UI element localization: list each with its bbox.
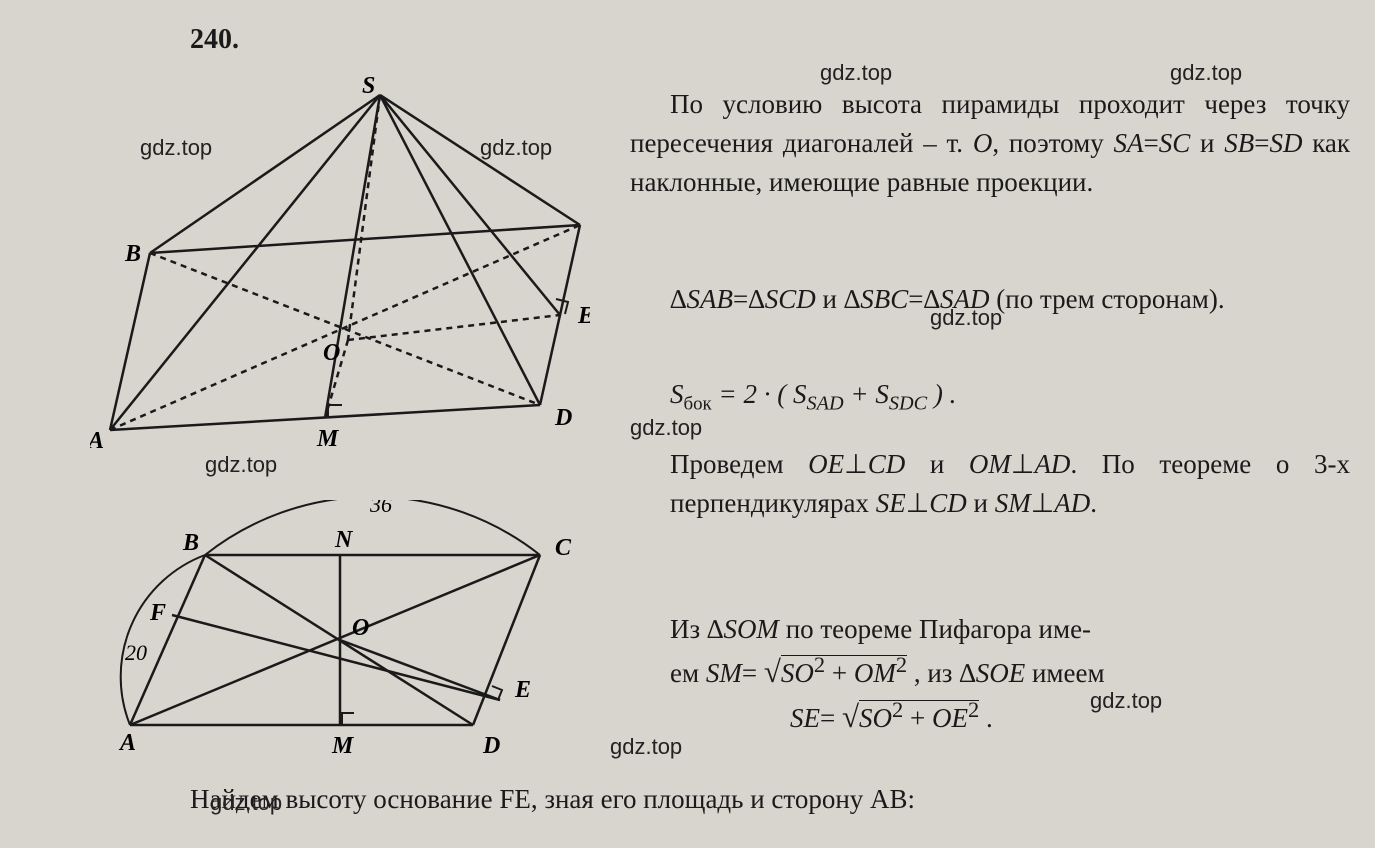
svg-text:F: F bbox=[149, 600, 166, 626]
svg-text:E: E bbox=[514, 677, 531, 703]
watermark: gdz.top bbox=[1170, 60, 1242, 86]
svg-text:E: E bbox=[577, 303, 590, 329]
svg-text:S: S bbox=[362, 75, 375, 99]
watermark: gdz.top bbox=[205, 452, 277, 478]
watermark: gdz.top bbox=[140, 135, 212, 161]
svg-text:B: B bbox=[182, 530, 199, 556]
svg-text:20: 20 bbox=[125, 640, 147, 665]
watermark: gdz.top bbox=[930, 305, 1002, 331]
watermark: gdz.top bbox=[610, 734, 682, 760]
watermark: gdz.top bbox=[630, 415, 702, 441]
svg-text:D: D bbox=[482, 733, 500, 759]
paragraph-4: Проведем OE⊥CD и OM⊥AD. По теореме о 3-х… bbox=[670, 445, 1350, 523]
paragraph-1: По условию высота пирамиды проходит чере… bbox=[630, 85, 1350, 202]
svg-text:D: D bbox=[554, 405, 572, 431]
svg-text:N: N bbox=[334, 527, 354, 553]
formula-lateral-area: Sбок = 2 · ( SSAD + SSDC ) . bbox=[670, 375, 1350, 419]
problem-number: 240. bbox=[190, 24, 239, 56]
watermark: gdz.top bbox=[820, 60, 892, 86]
svg-text:C: C bbox=[555, 535, 572, 561]
pyramid-diagram: SABCDOME bbox=[90, 75, 590, 455]
svg-text:A: A bbox=[118, 730, 136, 756]
watermark: gdz.top bbox=[480, 135, 552, 161]
svg-text:B: B bbox=[124, 241, 141, 267]
watermark: gdz.top bbox=[210, 790, 282, 816]
paragraph-6: Найдем высоту основание FE, зная его пло… bbox=[190, 780, 1290, 819]
svg-text:M: M bbox=[316, 426, 340, 452]
page-container: 240. S A B C D O M E 36 20 A B C D O N M F E По условию в… bbox=[0, 0, 1375, 848]
base-svg: 36 20 A B C D O N M F E bbox=[100, 500, 580, 760]
svg-text:O: O bbox=[352, 615, 369, 641]
svg-text:A: A bbox=[90, 428, 104, 454]
pyramid-svg: SABCDOME bbox=[90, 75, 590, 465]
watermark: gdz.top bbox=[1090, 688, 1162, 714]
svg-text:M: M bbox=[331, 733, 355, 759]
svg-text:O: O bbox=[323, 340, 340, 366]
svg-text:36: 36 bbox=[369, 500, 392, 517]
base-diagram: 3620ABCDONMFE bbox=[100, 500, 570, 750]
paragraph-5: Из ∆SOM по теореме Пифагора име-ем SM= √… bbox=[670, 610, 1350, 739]
